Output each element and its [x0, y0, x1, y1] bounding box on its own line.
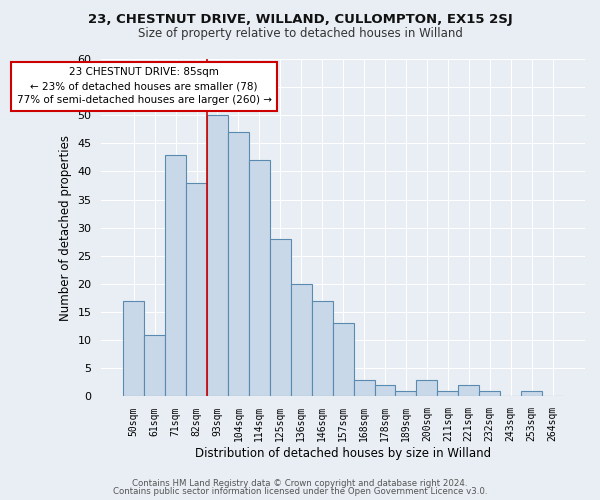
- Bar: [374, 385, 395, 396]
- X-axis label: Distribution of detached houses by size in Willand: Distribution of detached houses by size …: [195, 447, 491, 460]
- Y-axis label: Number of detached properties: Number of detached properties: [59, 134, 72, 320]
- Bar: [144, 334, 165, 396]
- Bar: [186, 182, 207, 396]
- Bar: [270, 239, 291, 396]
- Bar: [165, 154, 186, 396]
- Text: Size of property relative to detached houses in Willand: Size of property relative to detached ho…: [137, 28, 463, 40]
- Text: Contains HM Land Registry data © Crown copyright and database right 2024.: Contains HM Land Registry data © Crown c…: [132, 478, 468, 488]
- Bar: [228, 132, 249, 396]
- Bar: [521, 391, 542, 396]
- Bar: [353, 380, 374, 396]
- Bar: [291, 284, 312, 397]
- Bar: [249, 160, 270, 396]
- Bar: [458, 385, 479, 396]
- Bar: [479, 391, 500, 396]
- Bar: [123, 301, 144, 396]
- Bar: [416, 380, 437, 396]
- Bar: [312, 301, 332, 396]
- Text: 23 CHESTNUT DRIVE: 85sqm
← 23% of detached houses are smaller (78)
77% of semi-d: 23 CHESTNUT DRIVE: 85sqm ← 23% of detach…: [17, 68, 272, 106]
- Bar: [207, 115, 228, 396]
- Bar: [395, 391, 416, 396]
- Text: 23, CHESTNUT DRIVE, WILLAND, CULLOMPTON, EX15 2SJ: 23, CHESTNUT DRIVE, WILLAND, CULLOMPTON,…: [88, 12, 512, 26]
- Text: Contains public sector information licensed under the Open Government Licence v3: Contains public sector information licen…: [113, 487, 487, 496]
- Bar: [437, 391, 458, 396]
- Bar: [332, 324, 353, 396]
